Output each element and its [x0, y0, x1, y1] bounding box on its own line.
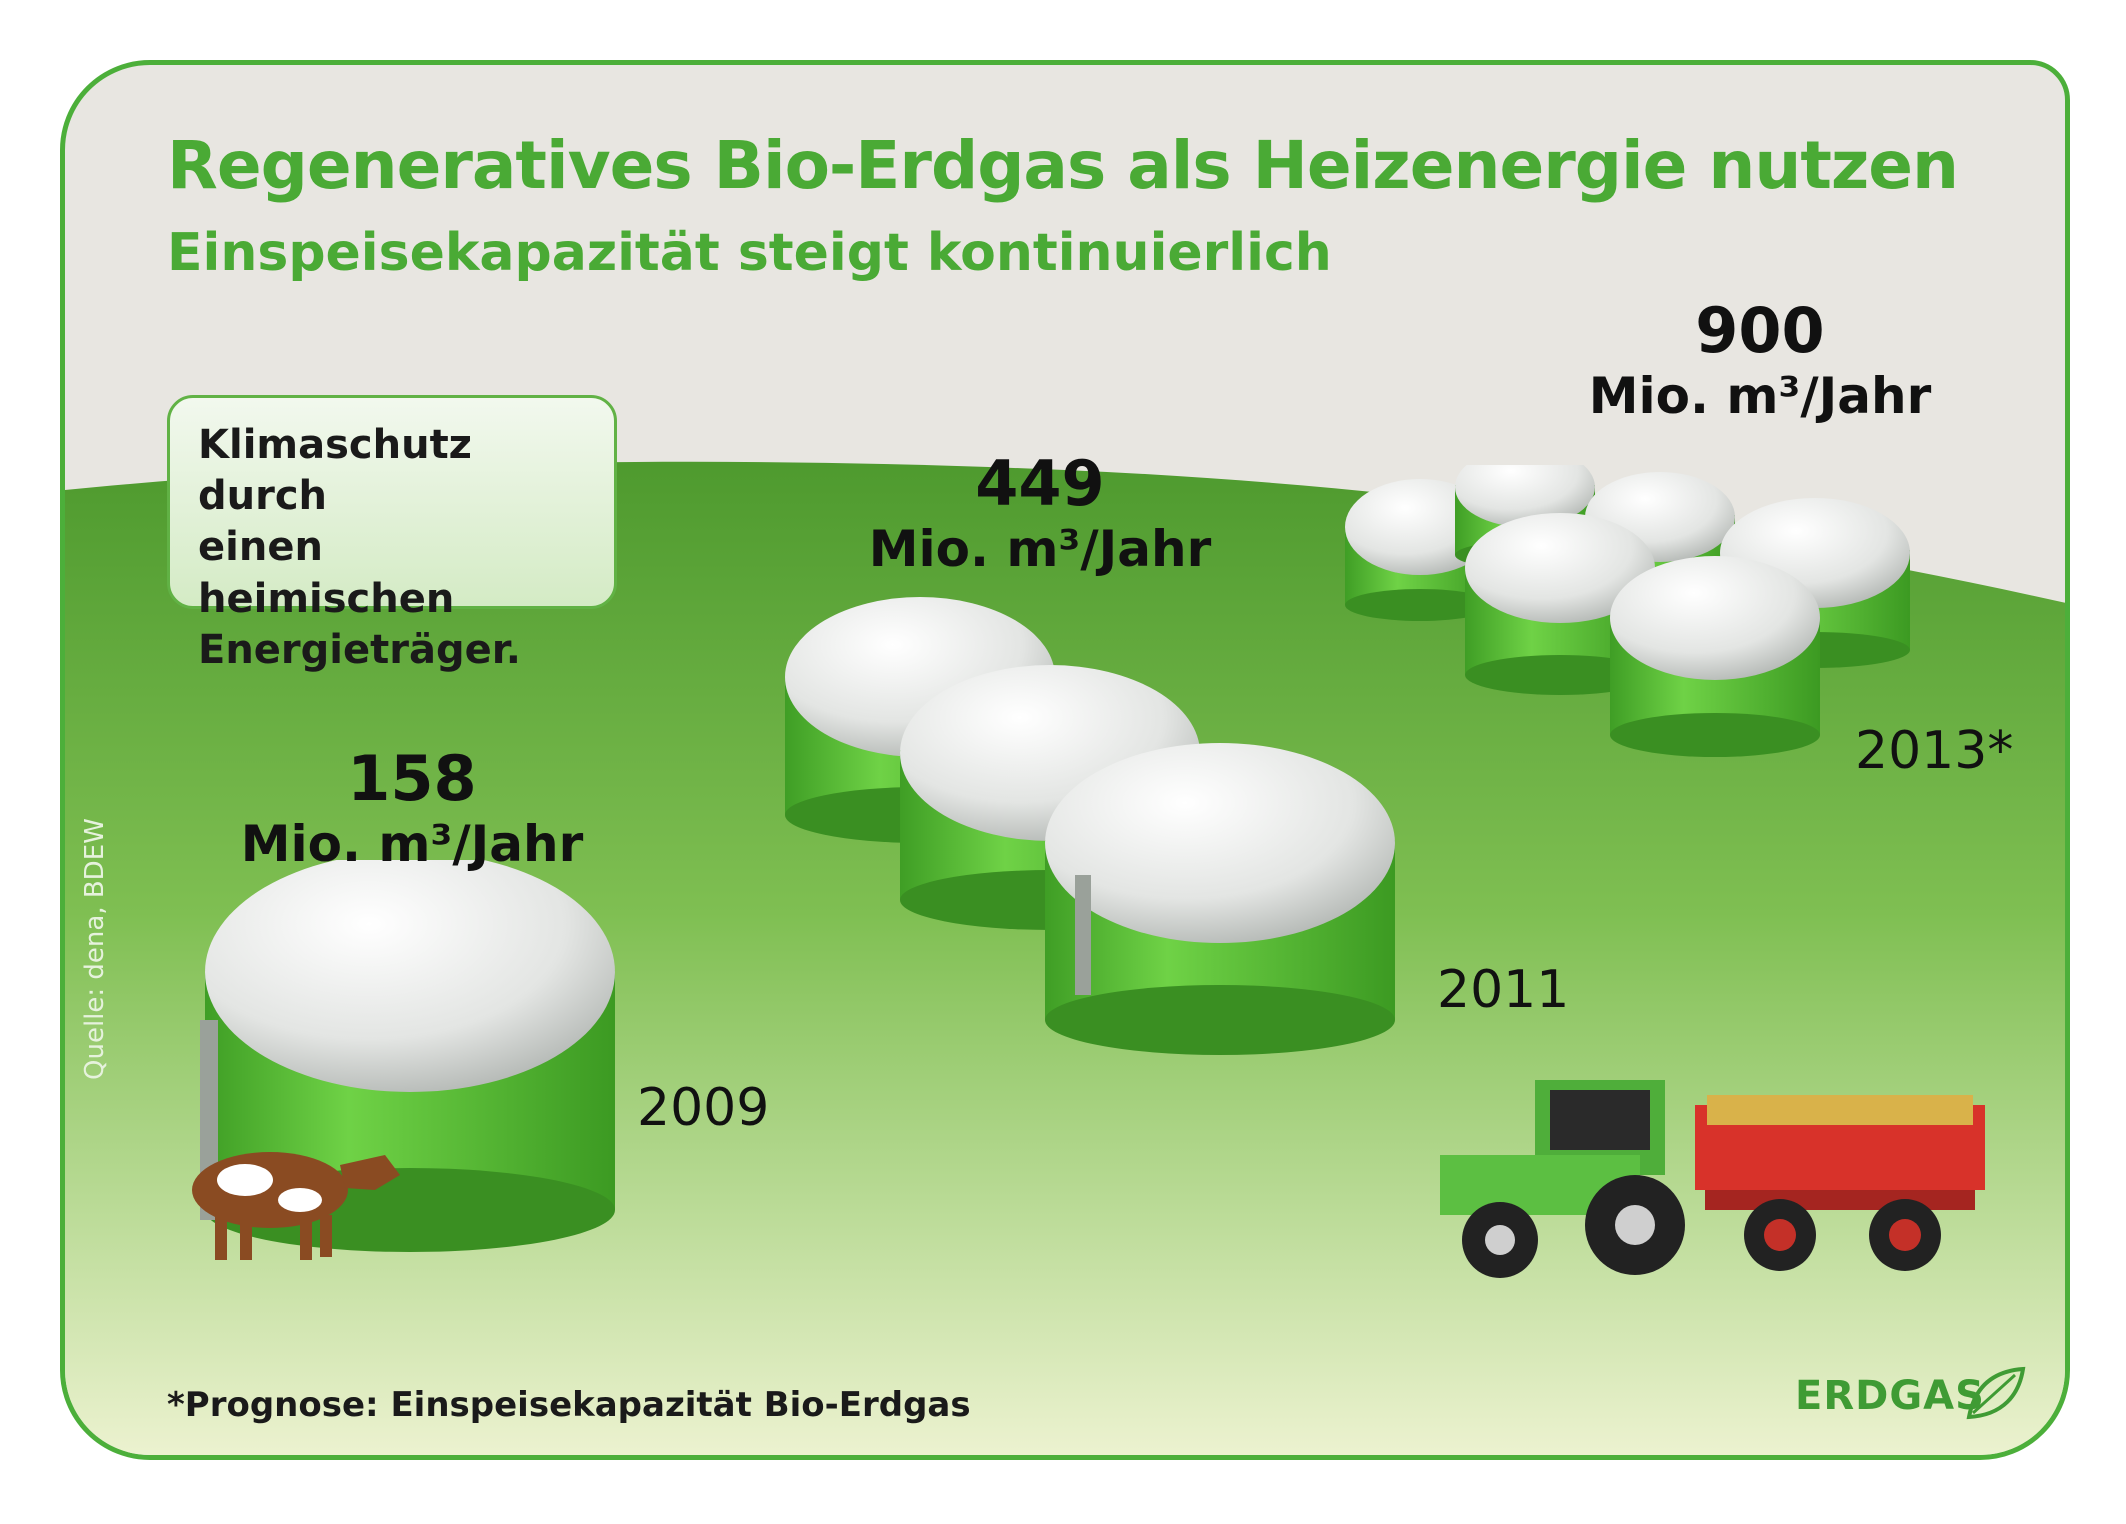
forecast-footnote: *Prognose: Einspeisekapazität Bio-Erdgas [167, 1385, 971, 1425]
value-2013: 900 Mio. m³/Jahr [1575, 294, 1945, 428]
year-2009: 2009 [637, 1078, 770, 1138]
erdgas-logo-text: ERDGAS [1795, 1373, 1985, 1419]
capacity-value: 449 [975, 447, 1105, 520]
capacity-unit: Mio. m³/Jahr [868, 520, 1212, 579]
tractor-icon [1440, 1080, 1985, 1278]
leaf-icon [1966, 1366, 2026, 1420]
biogas-tank-icon [1045, 743, 1395, 1055]
capacity-unit: Mio. m³/Jahr [1588, 367, 1932, 426]
value-2009: 158 Mio. m³/Jahr [227, 742, 597, 876]
biogas-tank-icon [1610, 556, 1820, 757]
info-line-1: Klimaschutz durch [198, 422, 472, 520]
capacity-value: 900 [1695, 294, 1825, 367]
info-line-2: einen heimischen [198, 524, 455, 622]
year-2013: 2013* [1855, 721, 2014, 781]
source-note: Quelle: dena, BDEW [80, 818, 110, 1080]
cow-icon [192, 1152, 400, 1260]
value-2011: 449 Mio. m³/Jahr [855, 447, 1225, 581]
tanks-2011 [785, 597, 1395, 1055]
infographic-card: Regeneratives Bio-Erdgas als Heizenergie… [60, 60, 2070, 1460]
year-2011: 2011 [1437, 960, 1570, 1020]
climate-info-box: Klimaschutz durch einen heimischen Energ… [167, 395, 617, 673]
capacity-unit: Mio. m³/Jahr [240, 815, 584, 874]
page-title: Regeneratives Bio-Erdgas als Heizenergie… [167, 127, 1959, 204]
capacity-value: 158 [347, 742, 477, 815]
tanks-2013 [1345, 465, 1910, 757]
page-subtitle: Einspeisekapazität steigt kontinuierlich [167, 223, 1332, 283]
info-line-3: Energieträger. [198, 626, 521, 673]
